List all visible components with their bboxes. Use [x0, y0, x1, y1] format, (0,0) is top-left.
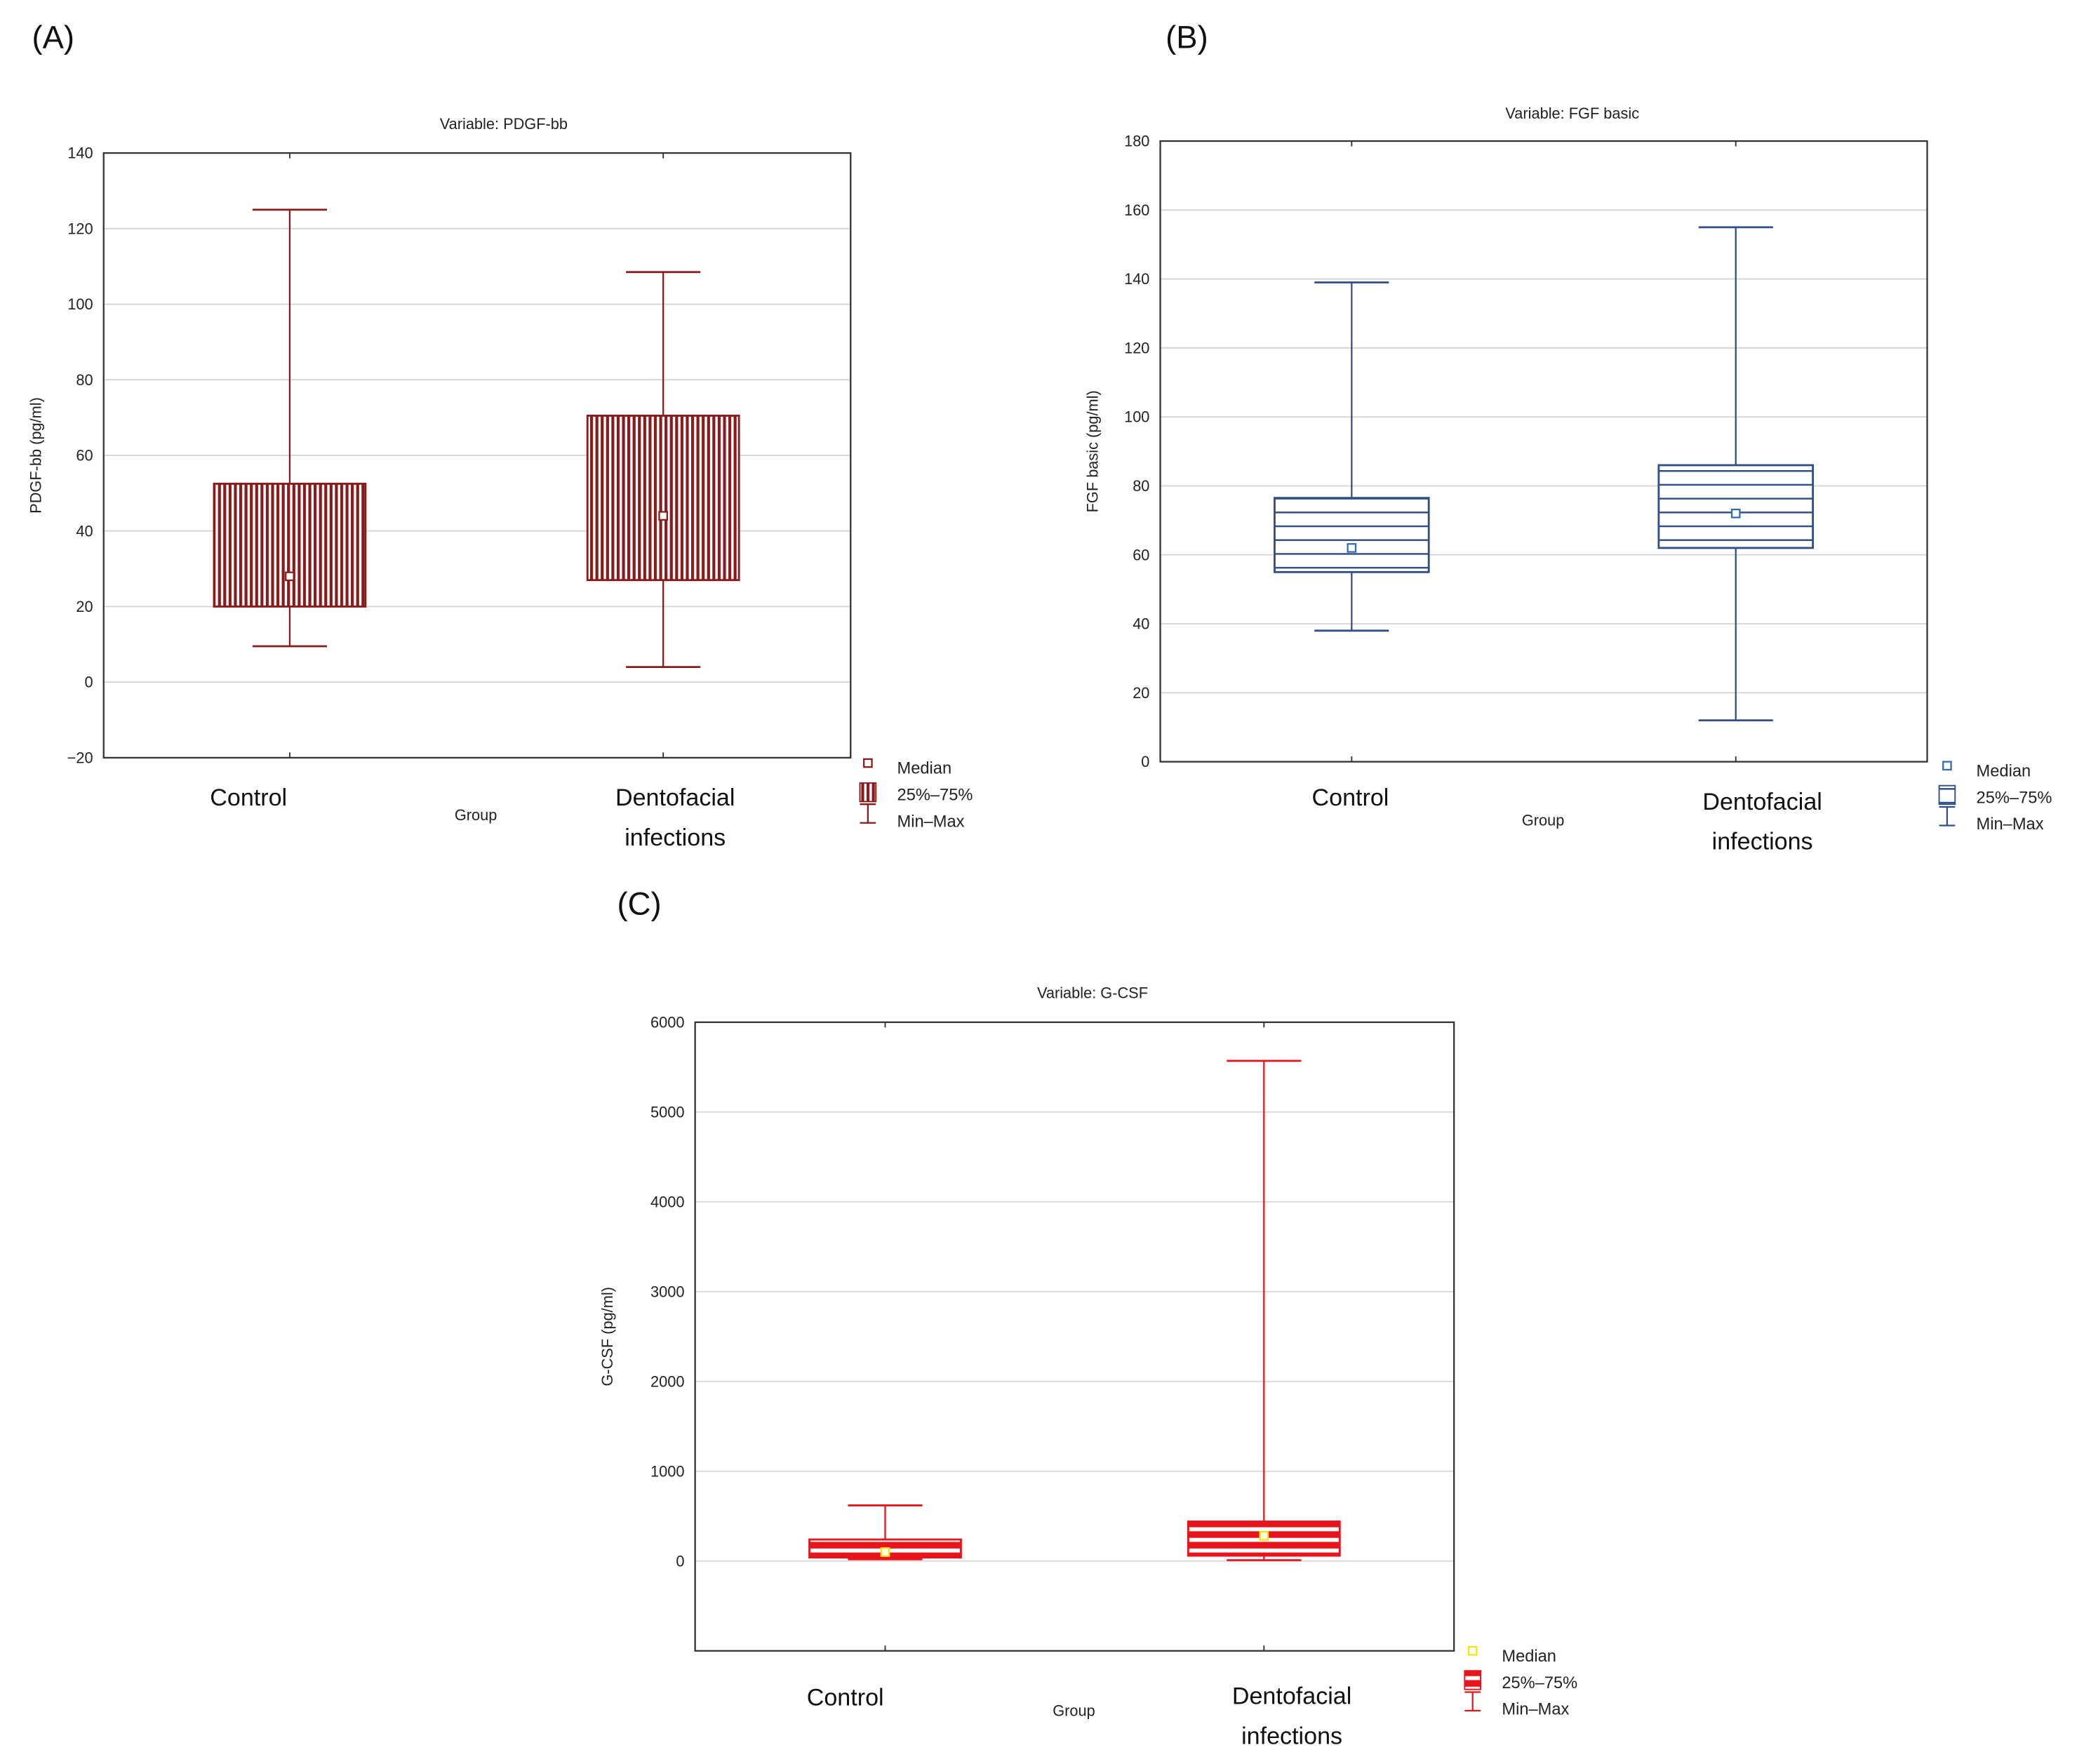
y-tick-label: 20 [1133, 684, 1149, 702]
legend-label: Median [897, 760, 952, 778]
legend-label: Median [1977, 762, 2031, 780]
y-tick-label: 5000 [650, 1103, 684, 1121]
box-control [1274, 281, 1430, 632]
y-tick-label: 80 [1133, 477, 1149, 495]
legend: Median 25%–75% Min–Max [1464, 1645, 1577, 1719]
iqr-box [586, 415, 740, 582]
legend-median-icon [863, 758, 873, 768]
category-label: infections [624, 824, 726, 851]
y-axis-label: PDGF-bb (pg/ml) [27, 397, 45, 514]
legend-box-icon [1464, 1670, 1482, 1690]
median-marker [1347, 543, 1357, 553]
box-control [808, 1504, 962, 1561]
legend-box-icon [859, 782, 877, 803]
legend-label: Min–Max [1977, 815, 2044, 834]
chart-panel-1: (B) Variable: FGF basic 0 20 40 60 80 100 120 140… [1084, 19, 2052, 855]
y-tick-label: 160 [1124, 201, 1149, 219]
legend-label: 25%–75% [1502, 1674, 1577, 1692]
category-label: Control [1312, 784, 1389, 811]
y-tick-label: 0 [1141, 753, 1149, 770]
median-marker [880, 1547, 890, 1557]
y-tick-label: 60 [1133, 546, 1149, 563]
y-tick-label: 4000 [650, 1193, 684, 1210]
chart-panel-2: (C) Variable: G-CSF 0 1000 2000 3000 4000 5000 6… [599, 886, 1577, 1749]
y-tick-label: 0 [84, 674, 93, 691]
category-label: Dentofacial [1232, 1683, 1352, 1710]
y-tick-label: 120 [1124, 339, 1149, 356]
y-tick-label: 20 [76, 598, 93, 615]
legend-label: 25%–75% [897, 787, 973, 805]
y-axis-label: G-CSF (pg/ml) [599, 1287, 616, 1386]
chart-title: Variable: PDGF-bb [440, 115, 568, 133]
iqr-box [213, 482, 367, 608]
x-axis-label: Group [1053, 1702, 1095, 1720]
y-tick-label: 120 [67, 220, 93, 237]
y-tick-label: 40 [1133, 615, 1149, 633]
y-tick-label: 0 [676, 1552, 684, 1570]
median-marker [285, 571, 295, 582]
median-marker [658, 511, 668, 521]
median-marker [1730, 508, 1741, 519]
category-label: Control [807, 1684, 884, 1711]
legend-label: 25%–75% [1977, 789, 2052, 807]
median-marker [1259, 1531, 1269, 1541]
category-label: Control [210, 784, 287, 811]
y-tick-label: −20 [67, 749, 93, 766]
box-dentofacial [1187, 1060, 1341, 1561]
plot-frame [102, 152, 852, 759]
legend-label: Min–Max [1502, 1701, 1569, 1719]
plot-frame [694, 1021, 1455, 1652]
panel-label: (A) [32, 19, 74, 55]
iqr-box [1657, 464, 1815, 549]
y-tick-label: 2000 [650, 1372, 684, 1390]
chart-panel-0: (A) Variable: PDGF-bb −20 0 20 40 60 80 100 120 14… [27, 19, 973, 850]
y-tick-label: 100 [67, 295, 93, 313]
legend-label: Min–Max [897, 813, 965, 831]
y-tick-label: 6000 [650, 1013, 684, 1031]
category-label: Dentofacial [1702, 789, 1822, 815]
y-tick-label: 1000 [650, 1462, 684, 1480]
legend: Median 25%–75% Min–Max [859, 758, 973, 831]
y-tick-label: 60 [76, 447, 93, 465]
box-dentofacial [586, 271, 740, 669]
y-tick-label: 3000 [650, 1283, 684, 1300]
legend-median-icon [1467, 1645, 1478, 1656]
legend-median-icon [1942, 761, 1952, 771]
y-tick-label: 140 [1124, 270, 1149, 288]
y-axis-label: FGF basic (pg/ml) [1084, 390, 1102, 512]
panel-label: (B) [1165, 19, 1208, 55]
y-tick-label: 100 [1124, 408, 1149, 426]
legend-box-icon [1938, 784, 1956, 806]
category-label: Dentofacial [615, 784, 735, 811]
chart-title: Variable: G-CSF [1037, 984, 1148, 1002]
box-control [213, 208, 367, 648]
chart-title: Variable: FGF basic [1505, 105, 1639, 122]
legend-label: Median [1502, 1648, 1556, 1666]
y-tick-label: 80 [76, 371, 93, 389]
category-label: infections [1241, 1723, 1342, 1749]
plot-frame [1159, 140, 1928, 763]
box-dentofacial [1657, 226, 1815, 722]
y-tick-label: 40 [76, 522, 93, 540]
panel-label: (C) [617, 886, 662, 921]
y-tick-label: 140 [67, 145, 93, 162]
y-tick-label: 180 [1124, 133, 1149, 150]
category-label: infections [1712, 829, 1813, 855]
iqr-box [1274, 497, 1430, 573]
legend: Median 25%–75% Min–Max [1938, 761, 2052, 834]
x-axis-label: Group [455, 806, 497, 824]
x-axis-label: Group [1522, 811, 1565, 829]
